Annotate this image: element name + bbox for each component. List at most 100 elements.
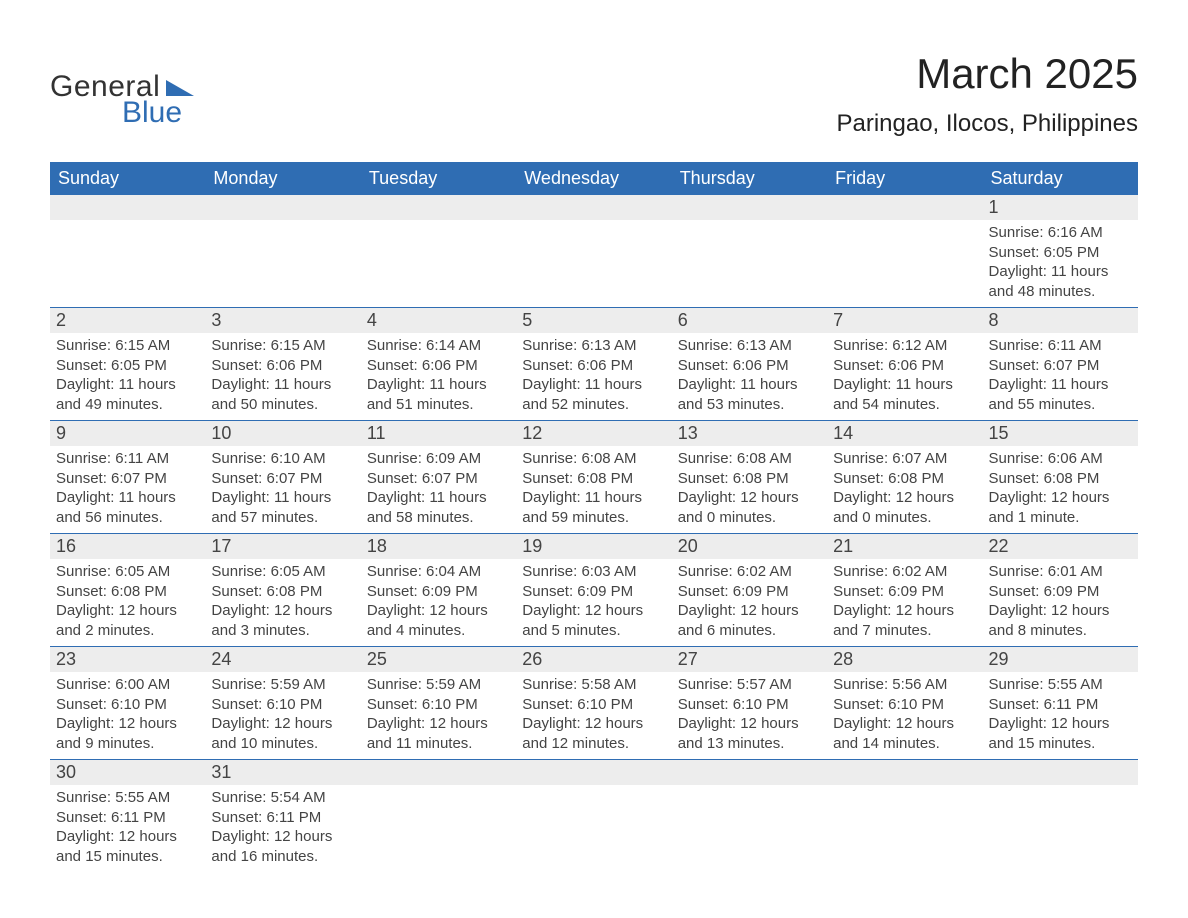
- day-number: 21: [827, 534, 982, 559]
- day-cell-num: 23: [50, 647, 205, 673]
- day-cell-num: [50, 195, 205, 220]
- day-cell-data: Sunrise: 5:59 AMSunset: 6:10 PMDaylight:…: [205, 672, 360, 760]
- sunrise-text: Sunrise: 6:15 AM: [56, 336, 199, 356]
- day-cell-num: [361, 760, 516, 786]
- day-cell-data: Sunrise: 6:14 AMSunset: 6:06 PMDaylight:…: [361, 333, 516, 421]
- sunset-text: Sunset: 6:09 PM: [833, 582, 976, 602]
- day-number: [672, 195, 827, 220]
- sunrise-text: Sunrise: 6:15 AM: [211, 336, 354, 356]
- day-cell-data: [361, 785, 516, 872]
- day-details: Sunrise: 6:02 AMSunset: 6:09 PMDaylight:…: [827, 559, 982, 646]
- day-cell-num: 18: [361, 534, 516, 560]
- day-details: Sunrise: 6:16 AMSunset: 6:05 PMDaylight:…: [983, 220, 1138, 307]
- sunrise-text: Sunrise: 6:12 AM: [833, 336, 976, 356]
- sunrise-text: Sunrise: 5:57 AM: [678, 675, 821, 695]
- day-header: Wednesday: [516, 162, 671, 195]
- day-number: [827, 195, 982, 220]
- day-number: 28: [827, 647, 982, 672]
- day-details: Sunrise: 6:12 AMSunset: 6:06 PMDaylight:…: [827, 333, 982, 420]
- day-cell-num: 17: [205, 534, 360, 560]
- sunset-text: Sunset: 6:06 PM: [211, 356, 354, 376]
- sunrise-text: Sunrise: 6:14 AM: [367, 336, 510, 356]
- day-cell-num: 30: [50, 760, 205, 786]
- sunset-text: Sunset: 6:08 PM: [211, 582, 354, 602]
- sunset-text: Sunset: 6:07 PM: [56, 469, 199, 489]
- daylight-text: Daylight: 11 hours and 49 minutes.: [56, 375, 199, 414]
- day-cell-data: Sunrise: 6:03 AMSunset: 6:09 PMDaylight:…: [516, 559, 671, 647]
- sunrise-text: Sunrise: 6:16 AM: [989, 223, 1132, 243]
- day-cell-num: [205, 195, 360, 220]
- day-cell-num: 12: [516, 421, 671, 447]
- day-cell-data: Sunrise: 6:05 AMSunset: 6:08 PMDaylight:…: [205, 559, 360, 647]
- day-cell-num: [983, 760, 1138, 786]
- daylight-text: Daylight: 12 hours and 7 minutes.: [833, 601, 976, 640]
- day-number: [50, 195, 205, 220]
- day-cell-num: 7: [827, 308, 982, 334]
- day-number: 25: [361, 647, 516, 672]
- sunrise-text: Sunrise: 6:01 AM: [989, 562, 1132, 582]
- sunrise-text: Sunrise: 6:07 AM: [833, 449, 976, 469]
- page-header: General Blue March 2025 Paringao, Ilocos…: [50, 50, 1138, 138]
- sunset-text: Sunset: 6:06 PM: [678, 356, 821, 376]
- daylight-text: Daylight: 11 hours and 56 minutes.: [56, 488, 199, 527]
- day-number: [361, 195, 516, 220]
- daylight-text: Daylight: 12 hours and 0 minutes.: [678, 488, 821, 527]
- day-details: [361, 220, 516, 300]
- week-data-row: Sunrise: 6:11 AMSunset: 6:07 PMDaylight:…: [50, 446, 1138, 534]
- daylight-text: Daylight: 12 hours and 2 minutes.: [56, 601, 199, 640]
- day-cell-data: Sunrise: 6:00 AMSunset: 6:10 PMDaylight:…: [50, 672, 205, 760]
- daylight-text: Daylight: 12 hours and 1 minute.: [989, 488, 1132, 527]
- day-details: Sunrise: 5:55 AMSunset: 6:11 PMDaylight:…: [983, 672, 1138, 759]
- day-details: Sunrise: 6:01 AMSunset: 6:09 PMDaylight:…: [983, 559, 1138, 646]
- sunrise-text: Sunrise: 6:11 AM: [56, 449, 199, 469]
- day-cell-num: 28: [827, 647, 982, 673]
- sunrise-text: Sunrise: 6:09 AM: [367, 449, 510, 469]
- day-details: Sunrise: 6:15 AMSunset: 6:06 PMDaylight:…: [205, 333, 360, 420]
- day-cell-data: Sunrise: 5:54 AMSunset: 6:11 PMDaylight:…: [205, 785, 360, 872]
- day-cell-num: [516, 195, 671, 220]
- week-daynum-row: 16171819202122: [50, 534, 1138, 560]
- day-cell-num: 10: [205, 421, 360, 447]
- sunrise-text: Sunrise: 5:54 AM: [211, 788, 354, 808]
- calendar-table: Sunday Monday Tuesday Wednesday Thursday…: [50, 162, 1138, 872]
- day-cell-data: Sunrise: 5:55 AMSunset: 6:11 PMDaylight:…: [983, 672, 1138, 760]
- day-cell-data: Sunrise: 6:15 AMSunset: 6:05 PMDaylight:…: [50, 333, 205, 421]
- month-title: March 2025: [836, 50, 1138, 98]
- day-cell-num: 14: [827, 421, 982, 447]
- day-cell-data: [50, 220, 205, 308]
- day-number: 15: [983, 421, 1138, 446]
- sunrise-text: Sunrise: 6:10 AM: [211, 449, 354, 469]
- day-cell-num: 21: [827, 534, 982, 560]
- day-cell-num: 22: [983, 534, 1138, 560]
- day-details: Sunrise: 6:13 AMSunset: 6:06 PMDaylight:…: [516, 333, 671, 420]
- day-cell-data: Sunrise: 6:04 AMSunset: 6:09 PMDaylight:…: [361, 559, 516, 647]
- day-header: Thursday: [672, 162, 827, 195]
- day-details: [50, 220, 205, 300]
- day-cell-data: Sunrise: 5:56 AMSunset: 6:10 PMDaylight:…: [827, 672, 982, 760]
- week-data-row: Sunrise: 6:05 AMSunset: 6:08 PMDaylight:…: [50, 559, 1138, 647]
- day-details: Sunrise: 5:59 AMSunset: 6:10 PMDaylight:…: [361, 672, 516, 759]
- sunrise-text: Sunrise: 6:13 AM: [678, 336, 821, 356]
- day-number: 12: [516, 421, 671, 446]
- day-cell-data: Sunrise: 6:12 AMSunset: 6:06 PMDaylight:…: [827, 333, 982, 421]
- sunrise-text: Sunrise: 5:55 AM: [56, 788, 199, 808]
- day-details: Sunrise: 6:02 AMSunset: 6:09 PMDaylight:…: [672, 559, 827, 646]
- day-cell-num: 15: [983, 421, 1138, 447]
- day-number: 17: [205, 534, 360, 559]
- sunset-text: Sunset: 6:10 PM: [56, 695, 199, 715]
- sunrise-text: Sunrise: 5:59 AM: [367, 675, 510, 695]
- day-number: [361, 760, 516, 785]
- day-details: Sunrise: 5:59 AMSunset: 6:10 PMDaylight:…: [205, 672, 360, 759]
- day-details: [672, 785, 827, 865]
- day-cell-data: [983, 785, 1138, 872]
- daylight-text: Daylight: 12 hours and 11 minutes.: [367, 714, 510, 753]
- sunset-text: Sunset: 6:09 PM: [367, 582, 510, 602]
- day-details: Sunrise: 5:54 AMSunset: 6:11 PMDaylight:…: [205, 785, 360, 872]
- day-details: Sunrise: 6:07 AMSunset: 6:08 PMDaylight:…: [827, 446, 982, 533]
- day-number: 31: [205, 760, 360, 785]
- week-data-row: Sunrise: 6:15 AMSunset: 6:05 PMDaylight:…: [50, 333, 1138, 421]
- day-cell-num: 19: [516, 534, 671, 560]
- day-number: [827, 760, 982, 785]
- day-details: Sunrise: 5:55 AMSunset: 6:11 PMDaylight:…: [50, 785, 205, 872]
- daylight-text: Daylight: 12 hours and 6 minutes.: [678, 601, 821, 640]
